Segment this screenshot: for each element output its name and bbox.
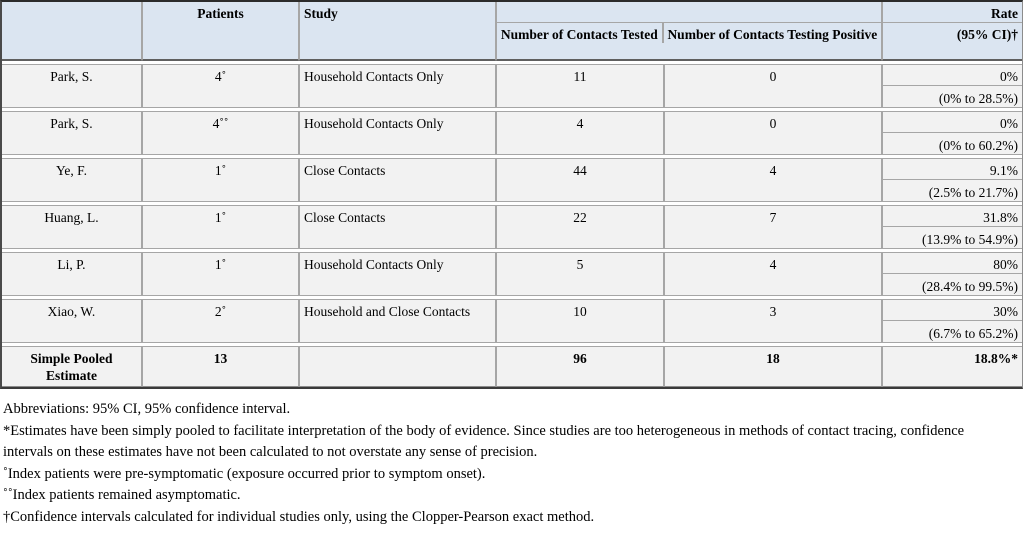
author-cell: Park, S. — [2, 111, 142, 155]
positive-cell: 0 — [664, 64, 882, 108]
tested-cell: 5 — [496, 252, 664, 296]
tested-cell: 11 — [496, 64, 664, 108]
header-rate: Rate (95% CI)† — [882, 2, 1022, 61]
rate-ci: (2.5% to 21.7%) — [928, 185, 1018, 200]
study-cell: Household and Close Contacts — [299, 299, 496, 343]
rate-cell: 80% (28.4% to 99.5%) — [882, 252, 1022, 296]
pooled-estimate-row: Simple Pooled Estimate 13 96 18 18.8%* — [2, 346, 1022, 387]
study-cell: Close Contacts — [299, 158, 496, 202]
table-row: Li, P. 1˚ Household Contacts Only 5 4 80… — [2, 252, 1022, 296]
header-study: Study — [299, 2, 496, 61]
rate-cell: 30% (6.7% to 65.2%) — [882, 299, 1022, 343]
header-patients-label: Patients — [197, 6, 244, 21]
author-cell: Huang, L. — [2, 205, 142, 249]
patients-cell: 1˚ — [142, 252, 299, 296]
patients-cell: 2˚ — [142, 299, 299, 343]
contact-tracing-table: Patients Study Number of Contacts Tested… — [2, 2, 1022, 387]
positive-cell: 4 — [664, 158, 882, 202]
tested-cell: 10 — [496, 299, 664, 343]
rate-ci: (0% to 60.2%) — [938, 138, 1018, 153]
header-rate-ci-label: (95% CI)† — [956, 27, 1018, 42]
footnote-pooled-estimates: *Estimates have been simply pooled to fa… — [3, 422, 965, 461]
patients-cell: 4˚˚ — [142, 111, 299, 155]
rate-value: 0% — [883, 112, 1022, 133]
header-contacts-positive-label: Number of Contacts Testing Positive — [667, 27, 878, 42]
patients-cell: 1˚ — [142, 205, 299, 249]
pooled-label-cell: Simple Pooled Estimate — [2, 346, 142, 387]
author-cell: Xiao, W. — [2, 299, 142, 343]
header-contacts-group-blank — [497, 2, 881, 23]
author-cell: Park, S. — [2, 64, 142, 108]
header-patients: Patients — [142, 2, 299, 61]
positive-cell: 3 — [664, 299, 882, 343]
rate-value: 31.8% — [883, 206, 1022, 227]
table-row: Park, S. 4˚˚ Household Contacts Only 4 0… — [2, 111, 1022, 155]
header-study-label: Study — [304, 6, 338, 21]
table-row: Xiao, W. 2˚ Household and Close Contacts… — [2, 299, 1022, 343]
header-corner-cell — [2, 2, 142, 61]
rate-ci: (0% to 28.5%) — [938, 91, 1018, 106]
tested-cell: 4 — [496, 111, 664, 155]
pooled-positive-cell: 18 — [664, 346, 882, 387]
table-row: Ye, F. 1˚ Close Contacts 44 4 9.1% (2.5%… — [2, 158, 1022, 202]
contact-tracing-table-frame: Patients Study Number of Contacts Tested… — [0, 0, 1023, 389]
rate-ci: (6.7% to 65.2%) — [928, 326, 1018, 341]
rate-ci: (28.4% to 99.5%) — [922, 279, 1018, 294]
header-contacts-tested-label: Number of Contacts Tested — [497, 23, 664, 43]
tested-cell: 22 — [496, 205, 664, 249]
rate-cell: 9.1% (2.5% to 21.7%) — [882, 158, 1022, 202]
pooled-patients-cell: 13 — [142, 346, 299, 387]
positive-cell: 0 — [664, 111, 882, 155]
rate-value: 80% — [883, 253, 1022, 274]
positive-cell: 4 — [664, 252, 882, 296]
patients-cell: 4˚ — [142, 64, 299, 108]
pooled-rate-cell: 18.8%* — [882, 346, 1022, 387]
study-cell: Close Contacts — [299, 205, 496, 249]
table-row: Park, S. 4˚ Household Contacts Only 11 0… — [2, 64, 1022, 108]
rate-value: 30% — [883, 300, 1022, 321]
table-header: Patients Study Number of Contacts Tested… — [2, 2, 1022, 61]
rate-cell: 0% (0% to 60.2%) — [882, 111, 1022, 155]
header-rate-label: Rate — [883, 2, 1022, 23]
pooled-study-cell — [299, 346, 496, 387]
rate-ci: (13.9% to 54.9%) — [922, 232, 1018, 247]
pooled-tested-cell: 96 — [496, 346, 664, 387]
author-cell: Li, P. — [2, 252, 142, 296]
header-row: Patients Study Number of Contacts Tested… — [2, 2, 1022, 61]
rate-cell: 0% (0% to 28.5%) — [882, 64, 1022, 108]
footnote-asymptomatic: ˚˚Index patients remained asymptomatic. — [3, 487, 241, 503]
footnote-abbreviations: Abbreviations: 95% CI, 95% confidence in… — [3, 401, 291, 417]
author-cell: Ye, F. — [2, 158, 142, 202]
footnote-confidence-intervals: †Confidence intervals calculated for ind… — [3, 508, 595, 525]
study-cell: Household Contacts Only — [299, 111, 496, 155]
footnote-presymptomatic: ˚Index patients were pre-symptomatic (ex… — [3, 465, 486, 482]
rate-value: 9.1% — [883, 159, 1022, 180]
patients-cell: 1˚ — [142, 158, 299, 202]
header-contacts-group: Number of Contacts Tested Number of Cont… — [496, 2, 882, 61]
rate-cell: 31.8% (13.9% to 54.9%) — [882, 205, 1022, 249]
rate-value: 0% — [883, 65, 1022, 86]
tested-cell: 44 — [496, 158, 664, 202]
study-cell: Household Contacts Only — [299, 252, 496, 296]
table-row: Huang, L. 1˚ Close Contacts 22 7 31.8% (… — [2, 205, 1022, 249]
table-footnotes: Abbreviations: 95% CI, 95% confidence in… — [0, 389, 1023, 528]
study-cell: Household Contacts Only — [299, 64, 496, 108]
positive-cell: 7 — [664, 205, 882, 249]
